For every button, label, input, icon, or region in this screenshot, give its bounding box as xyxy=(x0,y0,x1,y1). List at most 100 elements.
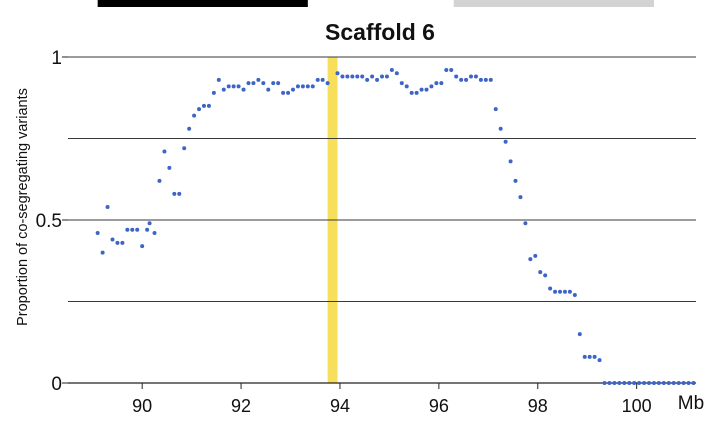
data-point xyxy=(691,381,696,385)
data-point xyxy=(216,77,221,82)
points-group xyxy=(95,68,696,385)
data-point xyxy=(459,77,464,82)
data-point xyxy=(681,381,686,385)
data-point xyxy=(256,77,261,82)
data-point xyxy=(182,146,187,151)
data-point xyxy=(310,84,315,89)
data-point xyxy=(473,74,478,79)
x-tick-label-98: 98 xyxy=(528,396,548,416)
data-point xyxy=(587,354,592,359)
data-point xyxy=(340,74,345,79)
data-point xyxy=(187,126,192,131)
data-point xyxy=(251,81,256,86)
data-point xyxy=(370,74,375,79)
y-tick-label-0.5: 0.5 xyxy=(36,211,62,232)
top-bars-group xyxy=(97,0,654,7)
data-point xyxy=(508,159,513,164)
data-point xyxy=(558,289,563,294)
gridlines-group xyxy=(68,56,696,302)
x-tick-label-90: 90 xyxy=(132,396,152,416)
data-point xyxy=(236,84,241,89)
data-point xyxy=(120,240,125,245)
data-point xyxy=(206,103,211,108)
data-point xyxy=(666,381,671,385)
data-point xyxy=(464,77,469,82)
data-point xyxy=(582,354,587,359)
data-point xyxy=(261,81,266,86)
y-tick-label-1: 1 xyxy=(51,48,62,69)
data-point xyxy=(241,87,246,92)
data-point xyxy=(592,354,597,359)
data-point xyxy=(617,381,622,385)
data-point xyxy=(528,257,533,262)
data-point xyxy=(444,68,449,73)
data-point xyxy=(429,84,434,89)
data-point xyxy=(567,289,572,294)
axes-group: 90 92 94 96 98 100 0 0.5 1 xyxy=(36,48,696,416)
data-point xyxy=(543,273,548,278)
data-point xyxy=(478,77,483,82)
data-point xyxy=(110,237,115,242)
data-point xyxy=(305,84,310,89)
data-point xyxy=(315,77,320,82)
data-point xyxy=(325,81,330,86)
x-tick-label-94: 94 xyxy=(330,396,350,416)
data-point xyxy=(523,221,528,226)
data-point xyxy=(612,381,617,385)
data-point xyxy=(389,68,394,73)
data-point xyxy=(125,227,130,232)
data-point xyxy=(602,381,607,385)
data-point xyxy=(360,74,365,79)
data-point xyxy=(211,90,216,95)
data-point xyxy=(100,250,105,255)
data-point xyxy=(115,240,120,245)
data-point xyxy=(469,74,474,79)
x-tick-label-92: 92 xyxy=(231,396,251,416)
data-point xyxy=(414,90,419,95)
data-point xyxy=(384,74,389,79)
data-point xyxy=(167,165,172,170)
top-bar-1 xyxy=(97,0,308,7)
data-point xyxy=(162,149,167,154)
data-point xyxy=(513,178,518,183)
data-point xyxy=(271,81,276,86)
data-point xyxy=(375,77,380,82)
data-point xyxy=(380,74,384,79)
data-point xyxy=(231,84,236,89)
data-point xyxy=(627,381,632,385)
data-point xyxy=(226,84,231,89)
data-point xyxy=(105,204,110,209)
data-point xyxy=(147,221,152,226)
data-point xyxy=(553,289,558,294)
data-point xyxy=(404,84,409,89)
data-point xyxy=(637,381,642,385)
data-point xyxy=(281,90,286,95)
data-point xyxy=(192,113,197,118)
data-point xyxy=(424,87,429,92)
data-point xyxy=(394,71,399,76)
data-point xyxy=(365,77,370,82)
x-tick-label-96: 96 xyxy=(429,396,449,416)
data-point xyxy=(221,87,226,92)
data-point xyxy=(671,381,676,385)
data-point xyxy=(276,81,281,86)
chart-title: Scaffold 6 xyxy=(325,19,435,45)
data-point xyxy=(493,107,498,112)
data-point xyxy=(434,81,439,86)
data-point xyxy=(419,87,424,92)
data-point xyxy=(290,87,295,92)
data-point xyxy=(197,107,202,112)
data-point xyxy=(201,103,206,108)
top-bar-2 xyxy=(453,0,654,7)
data-point xyxy=(498,126,503,131)
data-point xyxy=(266,87,271,92)
data-point xyxy=(632,381,637,385)
data-point xyxy=(488,77,493,82)
data-point xyxy=(172,191,177,196)
data-point xyxy=(135,227,140,232)
data-point xyxy=(152,231,157,236)
data-point xyxy=(686,381,691,385)
data-point xyxy=(295,84,300,89)
